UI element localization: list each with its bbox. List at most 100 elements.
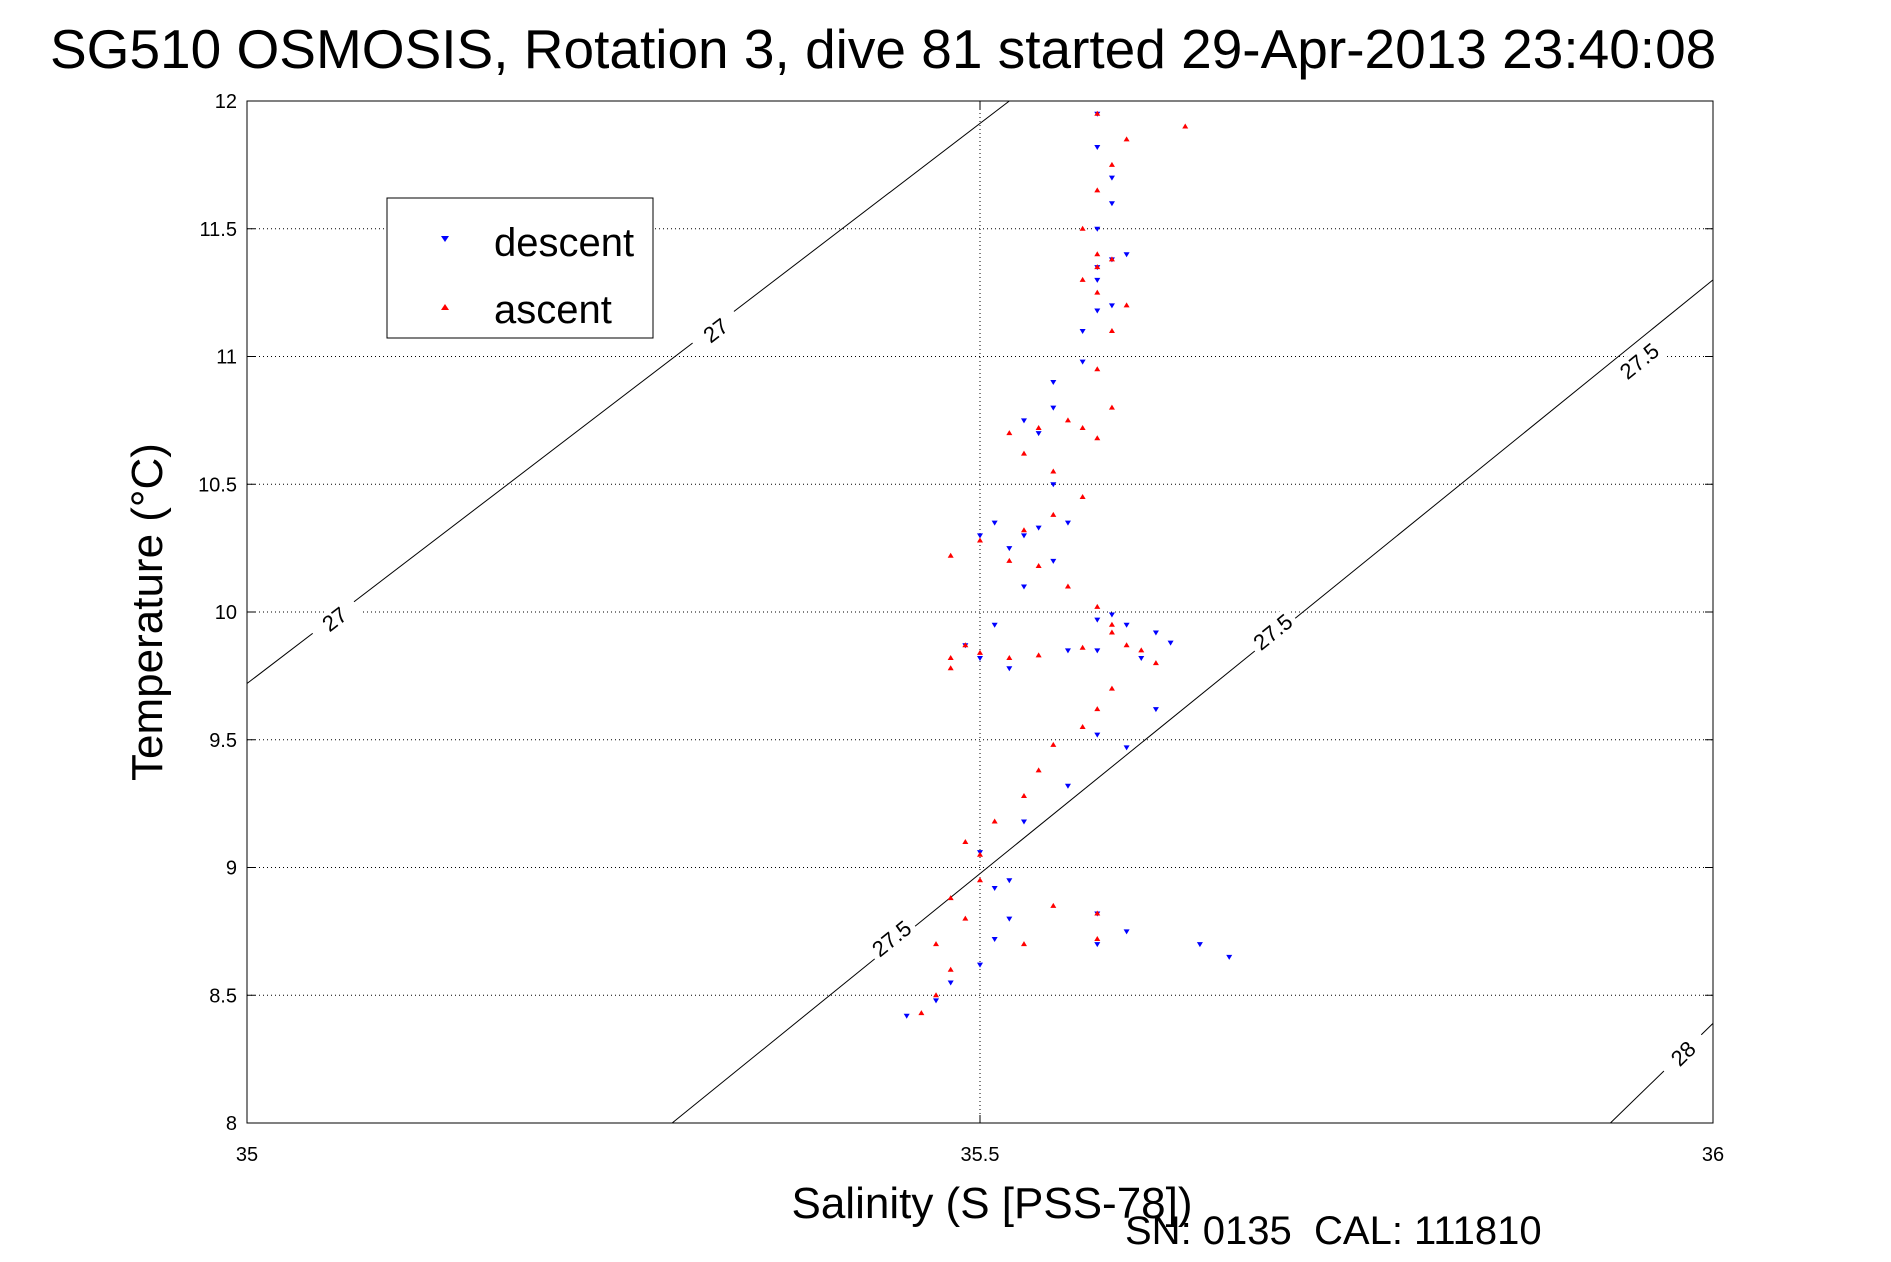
descent-point — [1050, 405, 1057, 411]
ascent-point — [991, 818, 998, 824]
descent-point — [1138, 655, 1145, 661]
ascent-point — [962, 642, 969, 648]
legend-descent-label: descent — [494, 221, 634, 265]
descent-point — [1094, 617, 1101, 623]
ascent-point — [1108, 621, 1115, 627]
descent-point — [1152, 707, 1159, 713]
ascent-point — [1123, 302, 1130, 308]
ascent-point — [1123, 642, 1130, 648]
contour-line — [246, 100, 1010, 684]
ascent-point — [977, 649, 983, 655]
descent-point — [1050, 380, 1057, 386]
descent-point — [1064, 783, 1071, 789]
y-tick-label: 10 — [215, 602, 237, 624]
ascent-point — [977, 537, 983, 543]
descent-point — [991, 622, 998, 628]
descent-point — [947, 980, 954, 986]
contour-line — [671, 279, 1714, 1124]
descent-point — [991, 937, 998, 943]
descent-point — [1196, 942, 1203, 948]
ascent-point — [1108, 404, 1115, 410]
ascent-point — [1094, 264, 1101, 270]
descent-point — [1050, 482, 1057, 488]
ascent-point — [1006, 430, 1013, 436]
x-axis-ticks: 35 35.5 36 — [236, 101, 1724, 1166]
ascent-point — [1182, 123, 1189, 129]
x-tick-label: 36 — [1702, 1144, 1724, 1166]
footer-serial-cal: SN: 0135 CAL: 111810 — [1125, 1209, 1542, 1253]
y-tick-label: 8.5 — [209, 985, 237, 1007]
ascent-point — [1035, 652, 1042, 658]
contour-label-bg — [1656, 1027, 1711, 1081]
ascent-point — [1094, 435, 1101, 441]
contour-label-bg — [1245, 606, 1301, 659]
ascent-point — [1079, 225, 1086, 231]
descent-point — [1050, 558, 1057, 564]
descent-point — [1123, 622, 1130, 628]
y-tick-label: 12 — [215, 91, 237, 113]
ascent-point — [947, 966, 954, 972]
y-tick-label: 9.5 — [209, 730, 237, 752]
ascent-point — [1094, 251, 1101, 257]
ascent-point — [1094, 936, 1101, 942]
descent-point — [1108, 201, 1115, 207]
y-tick-label: 10.5 — [198, 474, 237, 496]
descent-point — [1152, 630, 1159, 636]
descent-point — [1094, 226, 1101, 232]
ascent-point — [1079, 723, 1086, 729]
x-tick-label: 35 — [236, 1144, 258, 1166]
ascent-point — [1108, 685, 1115, 691]
ascent-point — [1123, 136, 1130, 142]
ascent-point — [1050, 468, 1057, 474]
ascent-point — [1094, 910, 1101, 916]
ascent-point — [933, 992, 940, 998]
descent-point — [1020, 584, 1027, 590]
descent-point — [1064, 520, 1071, 526]
ascent-point — [1079, 425, 1086, 431]
ascent-point — [1006, 557, 1013, 563]
x-tick-label: 35.5 — [961, 1144, 1000, 1166]
y-axis-label: Temperature (°C) — [123, 443, 172, 781]
descent-point — [1094, 277, 1101, 283]
x-axis-label: Salinity (S [PSS-78]) — [791, 1179, 1192, 1228]
data-points — [903, 110, 1233, 1019]
ascent-point — [1064, 417, 1071, 423]
descent-point — [977, 962, 983, 968]
descent-point — [1094, 308, 1101, 314]
descent-point — [1006, 878, 1013, 884]
descent-point — [1123, 929, 1130, 935]
descent-point — [1094, 942, 1101, 948]
ascent-point — [1094, 603, 1101, 609]
ascent-point — [1108, 629, 1115, 635]
y-axis-ticks: 8 8.5 9 9.5 10 10.5 11 11.5 12 — [198, 91, 1713, 1135]
descent-point — [1006, 916, 1013, 922]
ascent-point — [1138, 647, 1145, 653]
descent-point — [1064, 648, 1071, 654]
descent-point — [1020, 418, 1027, 424]
descent-point — [1123, 745, 1130, 751]
ascent-point — [1108, 327, 1115, 333]
descent-point — [1094, 732, 1101, 738]
descent-point — [1006, 666, 1013, 672]
ascent-point — [1094, 110, 1101, 116]
descent-point — [991, 885, 998, 891]
descent-point — [933, 998, 940, 1004]
ascent-point — [918, 1010, 925, 1016]
ascent-point — [1020, 941, 1027, 947]
ascent-point — [947, 654, 954, 660]
ascent-point — [1079, 276, 1086, 282]
ascent-point — [1035, 563, 1042, 569]
ascent-point — [1079, 494, 1086, 500]
descent-point — [1094, 144, 1101, 150]
ascent-point — [1079, 644, 1086, 650]
ascent-point — [1020, 792, 1027, 798]
descent-point — [1226, 954, 1233, 960]
ascent-point — [947, 552, 954, 558]
y-tick-label: 9 — [226, 858, 237, 880]
contour-label-bg — [1611, 335, 1668, 388]
y-tick-label: 11.5 — [200, 219, 237, 241]
descent-point — [1108, 303, 1115, 309]
ascent-point — [947, 895, 954, 901]
